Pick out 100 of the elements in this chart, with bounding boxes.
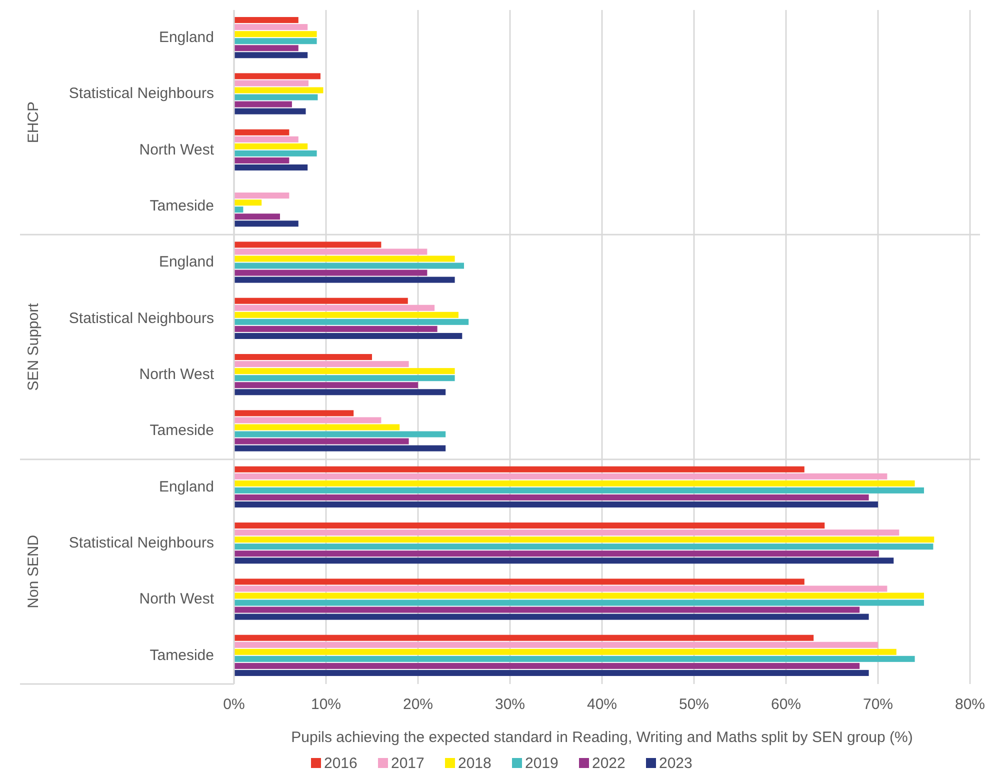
- legend-label: 2016: [324, 755, 358, 772]
- bar: [234, 31, 317, 38]
- y-tick-label: England: [158, 29, 214, 46]
- bar: [234, 318, 469, 325]
- legend-label: 2017: [391, 755, 424, 772]
- bar: [234, 143, 308, 150]
- x-tick-label: 0%: [223, 696, 245, 713]
- bar: [234, 262, 464, 269]
- bar: [234, 614, 869, 620]
- bar: [234, 214, 280, 220]
- bar: [234, 80, 309, 86]
- bar: [234, 298, 408, 304]
- bar: [234, 592, 924, 599]
- bar: [234, 382, 418, 388]
- bar: [234, 536, 934, 543]
- bar: [234, 642, 878, 648]
- bar: [234, 494, 869, 500]
- x-tick-label: 20%: [402, 696, 434, 713]
- bar: [234, 550, 879, 557]
- bar: [234, 52, 308, 58]
- bar: [234, 242, 382, 248]
- bar: [234, 480, 915, 486]
- legend-label: 2022: [592, 755, 626, 772]
- x-tick-label: 80%: [954, 696, 986, 713]
- bar: [234, 256, 455, 262]
- bar: [234, 164, 308, 170]
- bar: [234, 656, 915, 662]
- x-tick-label: 60%: [770, 696, 802, 713]
- bar: [234, 544, 934, 550]
- y-tick-label: North West: [139, 141, 215, 158]
- bar: [234, 606, 860, 613]
- bar: [234, 304, 435, 311]
- bar: [234, 270, 428, 276]
- y-tick-label: North West: [139, 590, 215, 608]
- legend-label: 2019: [525, 755, 558, 772]
- bar: [234, 101, 292, 108]
- bar: [234, 466, 804, 472]
- bar: [234, 354, 372, 360]
- x-tick-label: 50%: [678, 696, 710, 713]
- bar: [234, 129, 290, 136]
- y-tick-label: North West: [139, 366, 215, 384]
- y-tick-label: Tameside: [150, 646, 214, 664]
- y-tick-label: Statistical Neighbours: [68, 310, 214, 327]
- bar: [234, 445, 446, 452]
- bar: [234, 424, 400, 430]
- bar: [234, 634, 814, 641]
- x-axis-title: Pupils achieving the expected standard in Reading, Writing and Maths split by SEN group (%): [291, 729, 913, 746]
- bar: [234, 326, 438, 332]
- bar: [234, 361, 409, 368]
- y-tick-label: England: [158, 254, 214, 271]
- bar: [234, 24, 308, 30]
- bar: [234, 501, 878, 508]
- bar: [234, 312, 458, 318]
- bar: [234, 150, 317, 156]
- bar: [234, 87, 324, 94]
- bar: [234, 375, 455, 382]
- bar: [234, 410, 354, 416]
- bar: [234, 670, 869, 676]
- y-tick-label: Tameside: [150, 422, 214, 440]
- bar: [234, 648, 896, 655]
- bar: [234, 220, 298, 227]
- bar: [234, 431, 446, 438]
- bar: [234, 586, 888, 592]
- bar: [234, 73, 320, 80]
- bar: [234, 487, 924, 494]
- bar: [234, 417, 382, 424]
- bar: [234, 473, 888, 480]
- bar: [234, 600, 924, 606]
- text: EHCP: [24, 101, 42, 144]
- bar: [234, 578, 804, 585]
- legend-label: 2018: [458, 755, 492, 772]
- x-tick-label: 40%: [586, 696, 618, 713]
- y-tick-label: Statistical Neighbours: [68, 85, 214, 102]
- bar: [234, 332, 462, 339]
- bar: [234, 276, 455, 283]
- bar: [234, 157, 290, 164]
- bar: [234, 38, 317, 44]
- y-tick-label: Statistical Neighbours: [68, 534, 214, 552]
- x-tick-label: 10%: [310, 696, 342, 713]
- bar: [234, 438, 409, 444]
- bar: [234, 192, 290, 199]
- bar: [234, 248, 428, 255]
- bar: [234, 558, 894, 564]
- bar: [234, 522, 825, 529]
- text: Non SEND: [24, 534, 42, 608]
- y-tick-label: England: [158, 478, 214, 496]
- bar: [234, 530, 900, 536]
- bar: [234, 368, 455, 374]
- bar: [234, 389, 446, 396]
- bar: [234, 45, 298, 52]
- bar: [234, 17, 298, 24]
- bar: [234, 136, 298, 142]
- bar: [234, 94, 318, 100]
- legend-label: 2023: [659, 755, 692, 772]
- x-tick-label: 30%: [494, 696, 526, 713]
- bar: [234, 662, 860, 669]
- bar: [234, 108, 306, 114]
- bar: [234, 200, 262, 206]
- text: SEN Support: [24, 302, 42, 391]
- x-tick-label: 70%: [862, 696, 894, 713]
